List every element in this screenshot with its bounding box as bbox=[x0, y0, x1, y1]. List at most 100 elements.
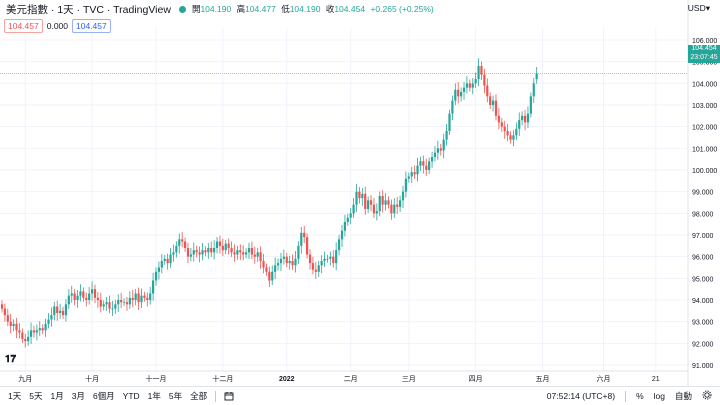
timeframe-ytd[interactable]: YTD bbox=[122, 391, 140, 401]
candle-body bbox=[477, 66, 480, 79]
price-tick-label: 102.000 bbox=[692, 125, 717, 132]
candle-body bbox=[271, 271, 274, 281]
symbol-title[interactable]: 美元指數 · 1天 · TVC · TradingView bbox=[6, 3, 171, 16]
price-tick-label: 94.000 bbox=[692, 298, 714, 305]
time-tick-label: 三月 bbox=[402, 375, 416, 383]
price-tick-label: 99.000 bbox=[692, 190, 714, 197]
candle-body bbox=[288, 261, 291, 264]
candle-body bbox=[364, 193, 367, 209]
timeframe-6m[interactable]: 6個月 bbox=[92, 391, 115, 401]
timeframe-5d[interactable]: 5天 bbox=[29, 391, 43, 401]
candle-body bbox=[497, 115, 500, 123]
candle-body bbox=[491, 100, 495, 105]
currency-selector[interactable]: USD▾ bbox=[687, 3, 710, 13]
timeframe-1m[interactable]: 1月 bbox=[50, 391, 64, 401]
candle-body bbox=[474, 79, 477, 84]
candle-body bbox=[76, 295, 79, 300]
candle-body bbox=[134, 293, 137, 300]
candle-body bbox=[523, 115, 527, 123]
candle-body bbox=[140, 295, 143, 303]
candle-body bbox=[335, 250, 338, 264]
time-tick-label: 2022 bbox=[279, 376, 295, 383]
candle-body bbox=[381, 196, 384, 205]
candle-body bbox=[178, 239, 181, 246]
candle-body bbox=[343, 222, 346, 231]
candle-body bbox=[47, 319, 50, 324]
candle-body bbox=[169, 254, 172, 264]
timeframe-5y[interactable]: 5年 bbox=[168, 391, 183, 401]
candle-body bbox=[163, 258, 166, 261]
low-label: 低 bbox=[281, 4, 290, 14]
candle-body bbox=[471, 83, 474, 88]
candle-body bbox=[486, 85, 489, 97]
toolbar-divider bbox=[625, 390, 627, 402]
candle-body bbox=[218, 241, 222, 246]
candle-body bbox=[210, 248, 213, 253]
candle-body bbox=[6, 315, 9, 322]
candle-body bbox=[398, 200, 402, 207]
candle-body bbox=[262, 261, 265, 268]
log-toggle[interactable]: log bbox=[653, 391, 665, 401]
price-chips: 104.457 0.000 104.457 bbox=[4, 19, 111, 33]
candle-body bbox=[117, 300, 120, 305]
candle-body bbox=[189, 254, 192, 257]
candle-body bbox=[407, 176, 410, 179]
auto-toggle[interactable]: 自動 bbox=[674, 391, 692, 401]
candle-body bbox=[454, 89, 457, 101]
time-tick-label: 十一月 bbox=[146, 374, 167, 383]
sell-price-chip[interactable]: 104.457 bbox=[4, 19, 43, 33]
candle-body bbox=[183, 241, 187, 248]
candle-body bbox=[323, 258, 326, 261]
candle-body bbox=[186, 248, 190, 257]
candle-body bbox=[172, 252, 175, 255]
candle-body bbox=[230, 248, 233, 253]
settings-gear-icon[interactable] bbox=[702, 390, 712, 402]
tradingview-logo-icon[interactable]: 𝟏𝟕 bbox=[5, 354, 17, 365]
time-tick-label: 十月 bbox=[85, 374, 99, 383]
candlestick-chart[interactable]: 91.000 92.000 93.000 94.000 95.000 96.000 97.0… bbox=[0, 0, 720, 386]
candle-body bbox=[244, 252, 248, 255]
last-price-label: 104.454 23:07:45 bbox=[688, 45, 720, 63]
candle-body bbox=[355, 191, 358, 205]
candle-body bbox=[320, 261, 323, 266]
timeframe-1y[interactable]: 1年 bbox=[147, 391, 161, 401]
price-tick-label: 93.000 bbox=[692, 320, 714, 327]
candle-body bbox=[38, 328, 41, 331]
low-value: 104.190 bbox=[289, 4, 321, 14]
timeframe-all[interactable]: 全部 bbox=[190, 391, 208, 401]
candle-body bbox=[85, 297, 88, 300]
candle-body bbox=[419, 161, 422, 166]
candle-body bbox=[332, 256, 335, 264]
close-value: 104.454 bbox=[334, 4, 366, 14]
clock[interactable]: 07:52:14 (UTC+8) bbox=[546, 391, 616, 401]
candle-body bbox=[213, 248, 216, 253]
candle-body bbox=[253, 254, 256, 257]
candle-body bbox=[375, 211, 378, 214]
candle-body bbox=[367, 200, 370, 209]
price-tick-label: 100.000 bbox=[692, 168, 717, 175]
candle-body bbox=[96, 297, 99, 300]
candle-body bbox=[120, 300, 123, 303]
candle-body bbox=[93, 289, 97, 298]
candle-body bbox=[393, 204, 396, 214]
right-tools: 07:52:14 (UTC+8) % log 自動 bbox=[547, 390, 712, 402]
candle-body bbox=[201, 250, 204, 255]
candle-body bbox=[108, 302, 111, 309]
price-tick-label: 101.000 bbox=[692, 146, 717, 153]
candle-body bbox=[529, 96, 532, 114]
price-tick-label: 97.000 bbox=[692, 233, 714, 240]
buy-price-chip[interactable]: 104.457 bbox=[72, 19, 111, 33]
timeframe-3m[interactable]: 3月 bbox=[71, 391, 85, 401]
candle-body bbox=[125, 302, 129, 305]
candle-body bbox=[451, 100, 454, 114]
candle-body bbox=[428, 161, 431, 170]
candle-series bbox=[0, 58, 538, 348]
candle-body bbox=[215, 241, 219, 248]
candle-body bbox=[29, 330, 33, 337]
chart-header: 美元指數 · 1天 · TVC · TradingView 開104.190 高… bbox=[0, 0, 690, 18]
candle-body bbox=[416, 165, 419, 175]
percent-toggle[interactable]: % bbox=[636, 391, 644, 401]
timeframe-1d[interactable]: 1天 bbox=[8, 391, 22, 401]
date-range-icon[interactable] bbox=[224, 391, 234, 401]
candle-body bbox=[79, 291, 82, 296]
